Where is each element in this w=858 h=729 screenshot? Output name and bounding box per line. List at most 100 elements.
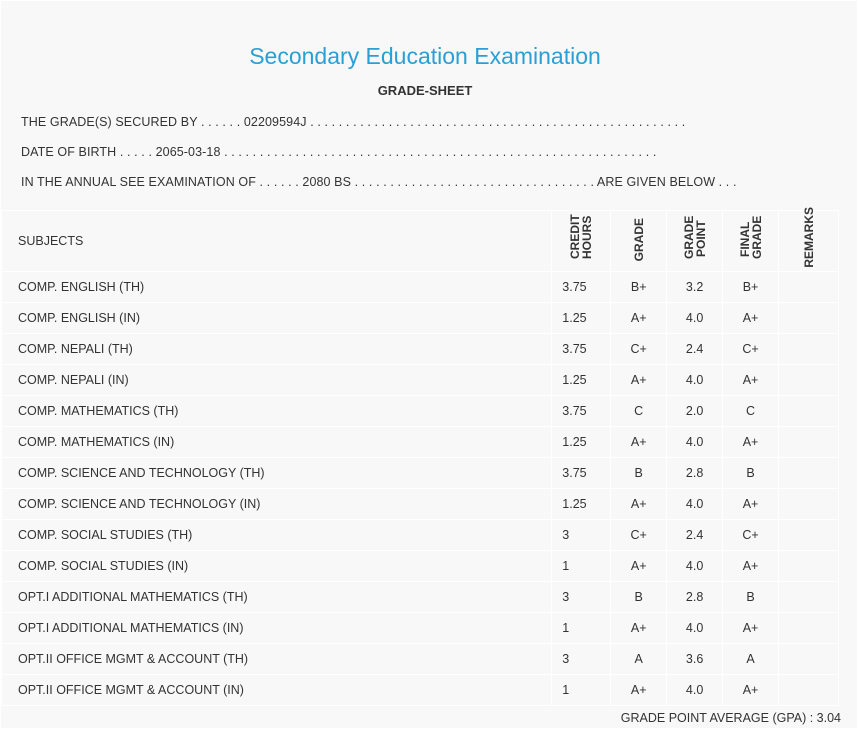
header-subjects: SUBJECTS [0, 210, 553, 272]
grade-point-cell: 4.0 [666, 363, 724, 396]
subject-cell: COMP. ENGLISH (IN) [0, 301, 553, 334]
subject-cell: COMP. NEPALI (IN) [0, 363, 553, 396]
table-row: COMP. ENGLISH (TH) 3.75 B+ 3.2 B+ [0, 270, 839, 303]
header-remarks: REMARKS [801, 207, 816, 268]
grade-cell: A [610, 642, 668, 675]
gpa: GRADE POINT AVERAGE (GPA) : 3.04 [620, 711, 841, 725]
subject-cell: OPT.I ADDITIONAL MATHEMATICS (TH) [0, 580, 553, 613]
table-row: COMP. NEPALI (TH) 3.75 C+ 2.4 C+ [0, 332, 839, 365]
grade-cell: A+ [610, 425, 668, 458]
credit-hours-cell: 3 [551, 518, 612, 551]
remarks-cell [778, 673, 839, 706]
grade-cell: B+ [610, 270, 668, 303]
grade-cell: C+ [610, 332, 668, 365]
final-grade-cell: A [722, 642, 780, 675]
grades-table: SUBJECTS CREDIT HOURS GRADE GRADE POINT … [0, 207, 839, 706]
grade-cell: B [610, 456, 668, 489]
final-grade-cell: A+ [722, 673, 780, 706]
final-grade-cell: A+ [722, 549, 780, 582]
credit-hours-cell: 1 [551, 611, 612, 644]
remarks-cell [778, 425, 839, 458]
grade-cell: A+ [610, 673, 668, 706]
table-row: OPT.II OFFICE MGMT & ACCOUNT (IN) 1 A+ 4.0 A… [0, 673, 839, 706]
grade-point-cell: 2.4 [666, 332, 724, 365]
final-grade-cell: B [722, 580, 780, 613]
final-grade-cell: A+ [722, 611, 780, 644]
remarks-cell [778, 456, 839, 489]
subject-cell: COMP. SCIENCE AND TECHNOLOGY (IN) [0, 487, 553, 520]
remarks-cell [778, 611, 839, 644]
credit-hours-cell: 3 [551, 580, 612, 613]
final-grade-cell: A+ [722, 301, 780, 334]
table-row: COMP. ENGLISH (IN) 1.25 A+ 4.0 A+ [0, 301, 839, 334]
grade-cell: B [610, 580, 668, 613]
table-row: COMP. SCIENCE AND TECHNOLOGY (TH) 3.75 B 2.… [0, 456, 839, 489]
final-grade-cell: A+ [722, 363, 780, 396]
table-row: OPT.I ADDITIONAL MATHEMATICS (IN) 1 A+ 4.0 A… [0, 611, 839, 644]
table-row: COMP. NEPALI (IN) 1.25 A+ 4.0 A+ [0, 363, 839, 396]
grade-cell: A+ [610, 487, 668, 520]
remarks-cell [778, 518, 839, 551]
remarks-cell [778, 363, 839, 396]
subject-cell: OPT.II OFFICE MGMT & ACCOUNT (TH) [0, 642, 553, 675]
remarks-cell [778, 332, 839, 365]
exam-line: IN THE ANNUAL SEE EXAMINATION OF . . . .… [21, 175, 737, 189]
credit-hours-cell: 3.75 [551, 332, 612, 365]
header-grade: GRADE [631, 217, 646, 261]
final-grade-cell: A+ [722, 425, 780, 458]
remarks-cell [778, 487, 839, 520]
grade-point-cell: 4.0 [666, 549, 724, 582]
subject-cell: COMP. NEPALI (TH) [0, 332, 553, 365]
credit-hours-cell: 1.25 [551, 487, 612, 520]
subtitle: GRADE-SHEET [377, 83, 473, 98]
grade-point-cell: 4.0 [666, 611, 724, 644]
subject-cell: OPT.I ADDITIONAL MATHEMATICS (IN) [0, 611, 553, 644]
header-credit-hours: CREDIT HOURS [568, 214, 595, 260]
remarks-cell [778, 642, 839, 675]
subject-cell: COMP. SCIENCE AND TECHNOLOGY (TH) [0, 456, 553, 489]
credit-hours-cell: 1.25 [551, 363, 612, 396]
remarks-cell [778, 301, 839, 334]
grade-cell: C [610, 394, 668, 427]
grade-point-cell: 2.8 [666, 580, 724, 613]
table-row: COMP. MATHEMATICS (TH) 3.75 C 2.0 C [0, 394, 839, 427]
subject-cell: COMP. MATHEMATICS (TH) [0, 394, 553, 427]
table-header: SUBJECTS CREDIT HOURS GRADE GRADE POINT … [0, 207, 839, 272]
grade-cell: A+ [610, 363, 668, 396]
subject-cell: COMP. SOCIAL STUDIES (TH) [0, 518, 553, 551]
credit-hours-cell: 3.75 [551, 456, 612, 489]
remarks-cell [778, 270, 839, 303]
subject-cell: COMP. ENGLISH (TH) [0, 270, 553, 303]
credit-hours-cell: 3.75 [551, 394, 612, 427]
secured-by-line: THE GRADE(S) SECURED BY . . . . . . 0220… [21, 115, 686, 129]
table-row: OPT.II OFFICE MGMT & ACCOUNT (TH) 3 A 3.6 A [0, 642, 839, 675]
grade-point-cell: 3.2 [666, 270, 724, 303]
grade-cell: A+ [610, 611, 668, 644]
grade-point-cell: 2.8 [666, 456, 724, 489]
final-grade-cell: C [722, 394, 780, 427]
table-row: COMP. SOCIAL STUDIES (TH) 3 C+ 2.4 C+ [0, 518, 839, 551]
remarks-cell [778, 580, 839, 613]
header-grade-point: GRADE POINT [681, 215, 708, 260]
credit-hours-cell: 1.25 [551, 425, 612, 458]
table-row: OPT.I ADDITIONAL MATHEMATICS (TH) 3 B 2.8 B [0, 580, 839, 613]
header-final-grade: FINAL GRADE [737, 215, 764, 260]
grade-point-cell: 4.0 [666, 301, 724, 334]
credit-hours-cell: 1 [551, 549, 612, 582]
final-grade-cell: C+ [722, 518, 780, 551]
subject-cell: OPT.II OFFICE MGMT & ACCOUNT (IN) [0, 673, 553, 706]
grade-point-cell: 2.4 [666, 518, 724, 551]
final-grade-cell: C+ [722, 332, 780, 365]
grade-cell: A+ [610, 301, 668, 334]
grade-point-cell: 3.6 [666, 642, 724, 675]
subject-cell: COMP. SOCIAL STUDIES (IN) [0, 549, 553, 582]
remarks-cell [778, 549, 839, 582]
grade-point-cell: 4.0 [666, 425, 724, 458]
credit-hours-cell: 1.25 [551, 301, 612, 334]
grade-cell: A+ [610, 549, 668, 582]
table-row: COMP. SOCIAL STUDIES (IN) 1 A+ 4.0 A+ [0, 549, 839, 582]
dob-line: DATE OF BIRTH . . . . . 2065-03-18 . . .… [21, 145, 657, 159]
grade-point-cell: 4.0 [666, 673, 724, 706]
credit-hours-cell: 3.75 [551, 270, 612, 303]
